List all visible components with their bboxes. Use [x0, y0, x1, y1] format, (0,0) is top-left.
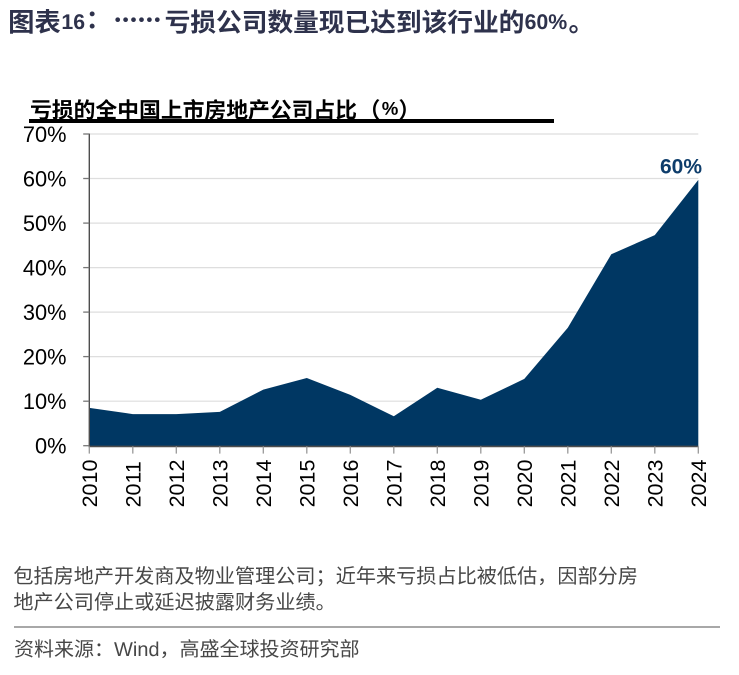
- svg-text:40%: 40%: [23, 255, 67, 280]
- svg-text:2023: 2023: [644, 460, 668, 508]
- svg-text:2014: 2014: [252, 460, 276, 508]
- svg-text:2016: 2016: [339, 460, 363, 508]
- svg-text:2017: 2017: [383, 460, 407, 508]
- svg-text:2015: 2015: [296, 460, 320, 508]
- svg-text:0%: 0%: [35, 434, 67, 459]
- svg-text:2020: 2020: [513, 460, 537, 508]
- svg-text:30%: 30%: [23, 300, 67, 325]
- svg-text:2010: 2010: [78, 460, 102, 508]
- svg-text:2018: 2018: [426, 460, 450, 508]
- svg-text:60%: 60%: [660, 156, 702, 179]
- svg-text:2021: 2021: [557, 460, 581, 508]
- svg-text:60%: 60%: [23, 166, 67, 191]
- svg-text:2013: 2013: [209, 460, 233, 508]
- svg-text:20%: 20%: [23, 344, 67, 369]
- svg-text:2022: 2022: [600, 460, 624, 508]
- svg-text:2024: 2024: [687, 460, 711, 508]
- svg-text:70%: 70%: [23, 122, 67, 147]
- svg-text:2011: 2011: [122, 461, 146, 507]
- svg-text:50%: 50%: [23, 211, 67, 236]
- svg-text:10%: 10%: [23, 389, 67, 414]
- svg-text:2019: 2019: [470, 460, 494, 508]
- svg-text:2012: 2012: [165, 460, 189, 508]
